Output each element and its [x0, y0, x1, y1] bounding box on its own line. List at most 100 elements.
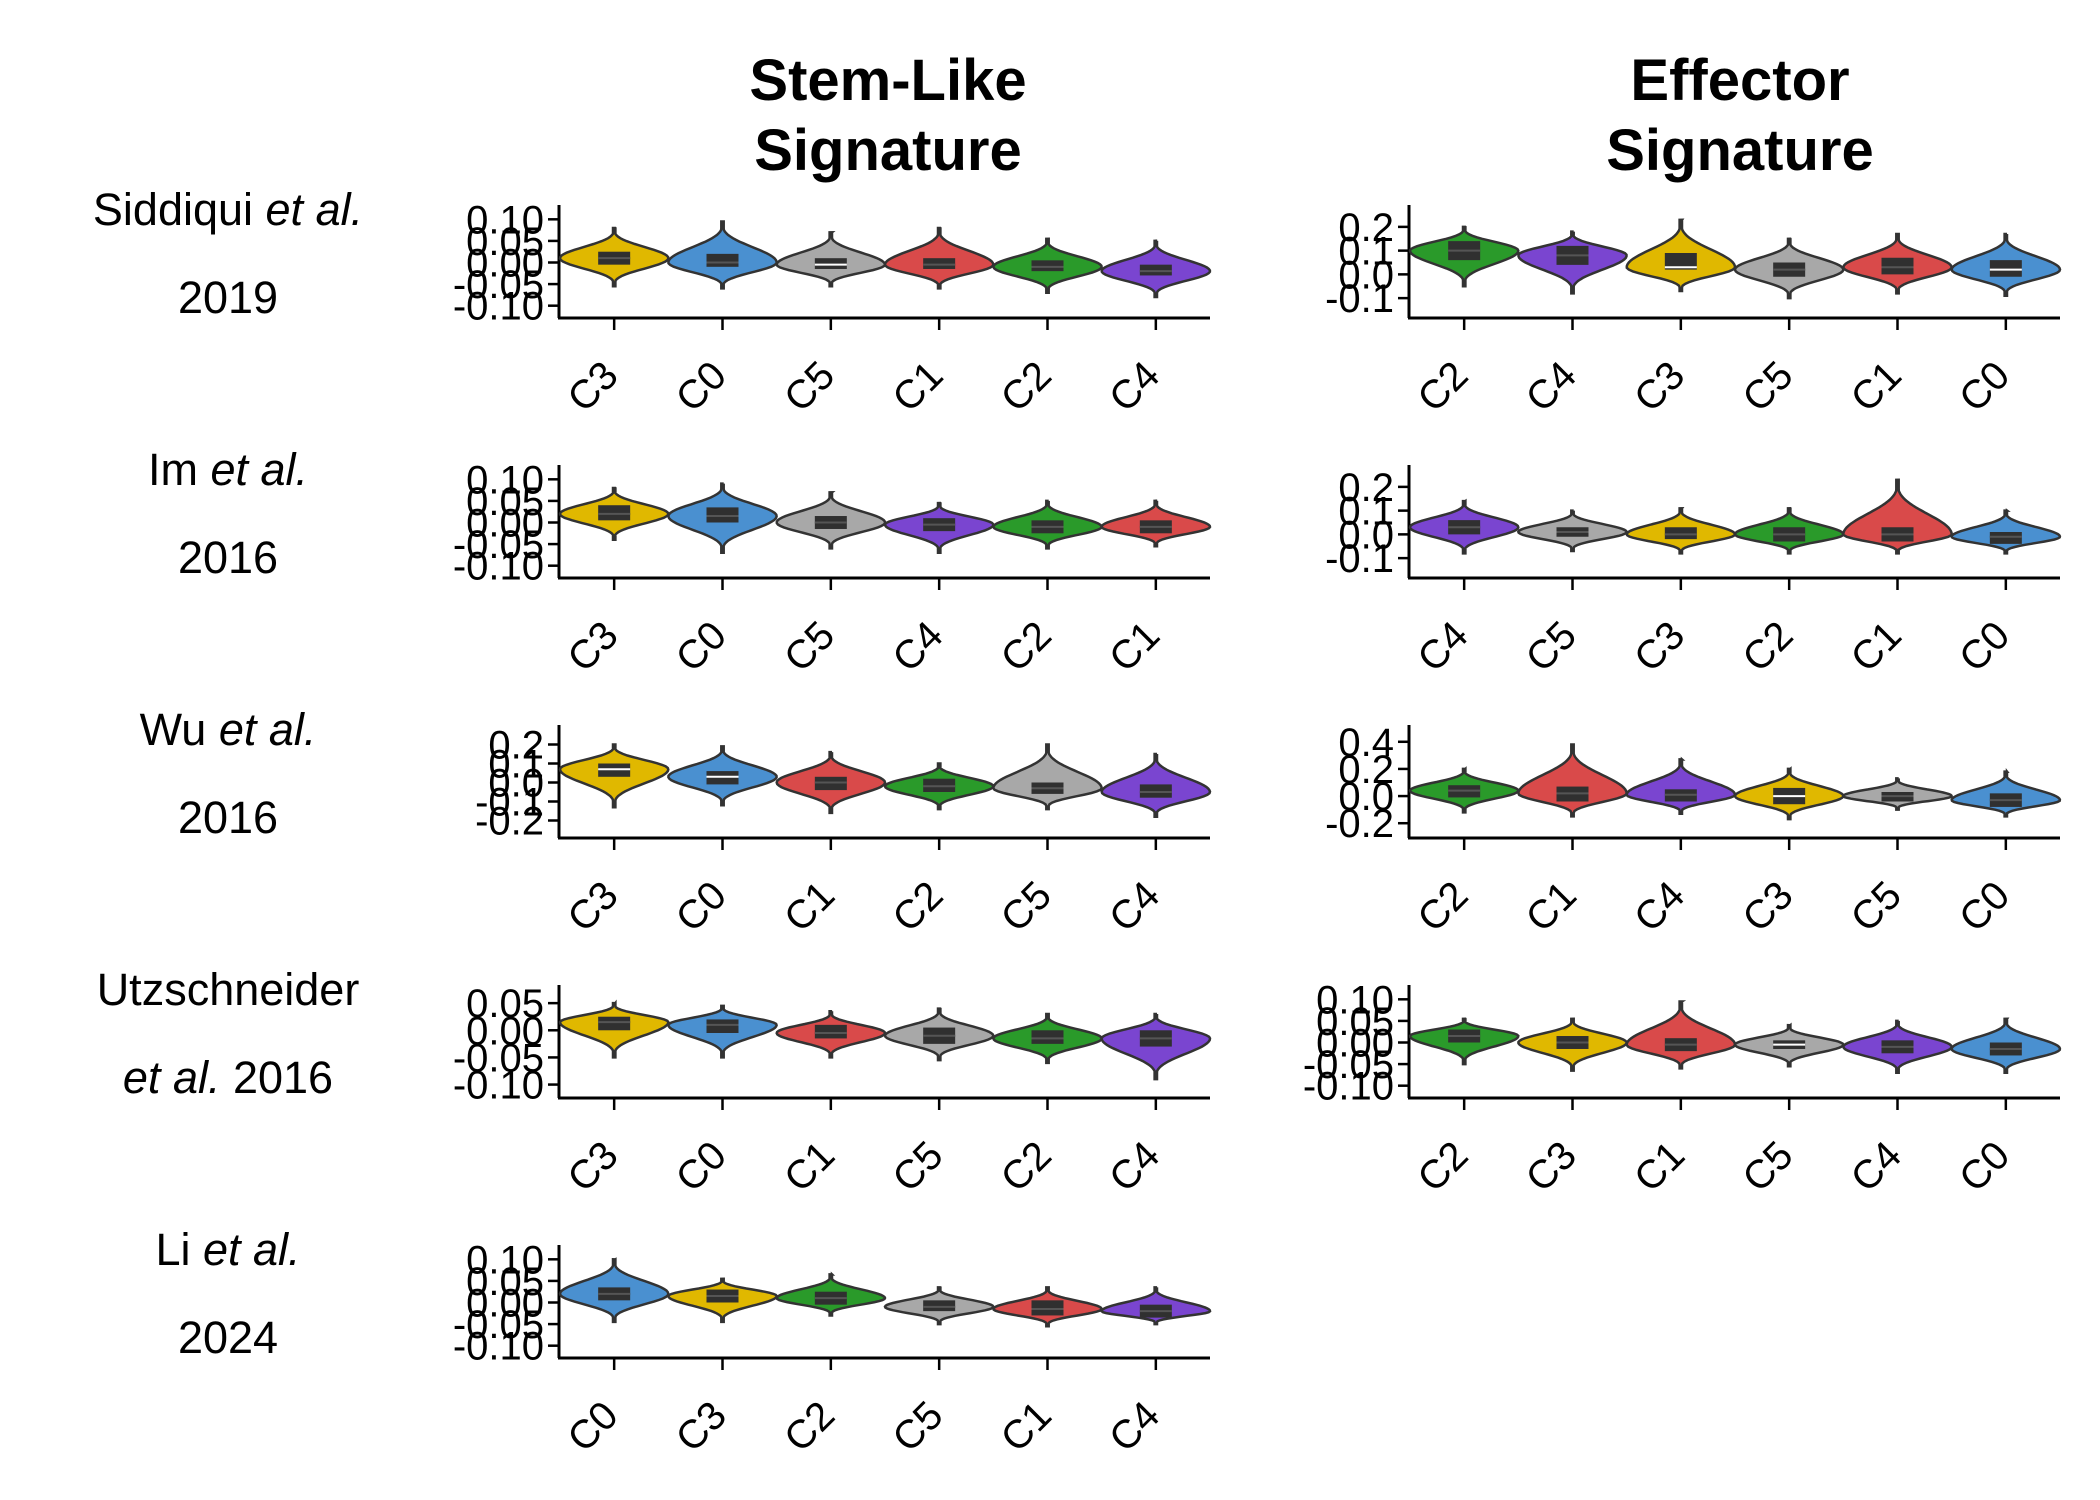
y-tick-label: 0.2 — [1338, 748, 1394, 792]
x-tick-label: C2 — [1409, 1133, 1476, 1200]
violin-panel: 0.40.20.0-0.2 C2 C1 C4 C3 C5 C0 — [1325, 721, 2062, 940]
violin-c1 — [883, 226, 995, 290]
x-tick-label: C3 — [1518, 1133, 1585, 1200]
box-c0 — [1989, 532, 2022, 544]
violin-panel: 0.20.10.0-0.1 C4 C5 C3 C2 C1 C0 — [1325, 465, 2062, 680]
x-tick-label: C3 — [559, 1133, 626, 1200]
x-tick-label: C0 — [559, 1393, 626, 1460]
x-tick-label: C0 — [1951, 353, 2018, 420]
y-tick-label: 0.00 — [466, 1282, 544, 1326]
row-label-et-al: et al. — [190, 1224, 300, 1275]
x-tick-label: C2 — [1409, 353, 1476, 420]
box-c0 — [1989, 260, 2022, 277]
y-tick-label: -0.10 — [1303, 1065, 1394, 1109]
violin-panel: 0.100.050.00-0.05-0.10 C2 C3 C1 C5 C4 C0 — [1303, 978, 2062, 1200]
column-title-stem-like-line1: Stem-Like — [749, 48, 1026, 113]
y-tick-label: -0.10 — [453, 1325, 544, 1369]
violin-panel: 0.100.050.00-0.05-0.10 C0 C3 C2 C5 C1 C4 — [453, 1238, 1212, 1460]
y-tick-label: 0.10 — [466, 458, 544, 502]
row-label-line2: et al. 2016 — [123, 1052, 333, 1103]
box-c4 — [1139, 264, 1172, 276]
row-label-year: 2024 — [178, 1312, 278, 1363]
y-tick-label: -0.1 — [475, 781, 544, 825]
x-tick-label: C5 — [1518, 613, 1585, 680]
x-tick-label: C1 — [776, 873, 843, 940]
x-tick-label: C0 — [668, 353, 735, 420]
y-tick-label: -0.05 — [1303, 1043, 1394, 1087]
column-title-effector-line1: Effector — [1630, 48, 1849, 113]
x-tick-label: C3 — [1734, 873, 1801, 940]
row-label-line1: Li et al. — [155, 1224, 300, 1275]
box-c3 — [598, 1016, 631, 1031]
y-tick-label: -0.05 — [453, 1036, 544, 1080]
y-tick-label: 0.05 — [1316, 1000, 1394, 1044]
row-label-line1: Wu et al. — [140, 704, 317, 755]
x-tick-label: C4 — [1101, 1393, 1168, 1460]
violin-c1 — [1842, 478, 1953, 555]
y-tick-label: 0.05 — [466, 220, 544, 264]
x-tick-label: C4 — [1101, 873, 1168, 940]
y-tick-label: -0.2 — [1325, 802, 1394, 846]
x-tick-label: C5 — [1843, 873, 1910, 940]
x-tick-label: C5 — [776, 613, 843, 680]
x-tick-label: C5 — [1734, 1133, 1801, 1200]
x-tick-label: C2 — [993, 613, 1060, 680]
row-label-year: 2016 — [178, 792, 278, 843]
violin-c1 — [1516, 743, 1629, 818]
y-tick-label: -0.05 — [453, 263, 544, 307]
x-tick-label: C2 — [776, 1393, 843, 1460]
row-label-author: Siddiqui — [93, 184, 253, 235]
y-tick-label: -0.1 — [1325, 277, 1394, 321]
row-label-et-al: et al. — [253, 184, 363, 235]
box-c1 — [814, 1024, 847, 1039]
violin-panel: 0.20.10.0-0.1-0.2 C3 C0 C1 C2 C5 C4 — [475, 724, 1212, 940]
x-tick-label: C1 — [1843, 353, 1910, 420]
y-tick-label: 0.00 — [466, 242, 544, 286]
x-tick-label: C3 — [668, 1393, 735, 1460]
box-c5 — [923, 1300, 956, 1312]
x-tick-label: C5 — [884, 1393, 951, 1460]
x-tick-label: C5 — [993, 873, 1060, 940]
row-label-author: Im — [148, 444, 198, 495]
x-tick-label: C1 — [1626, 1133, 1693, 1200]
row-label-year: 2016 — [178, 532, 278, 583]
row-label-line2: 2016 — [178, 792, 278, 843]
row-labels: Siddiqui et al. 2019 Im et al. 2016 Wu et al… — [93, 184, 363, 1363]
y-tick-label: 0.0 — [488, 762, 544, 806]
row-label-line1: Siddiqui et al. — [93, 184, 363, 235]
row-label-line1: Utzschneider — [97, 964, 360, 1015]
y-tick-label: -0.10 — [453, 545, 544, 589]
x-tick-label: C2 — [1409, 873, 1476, 940]
x-tick-label: C0 — [668, 613, 735, 680]
row-label-line2: 2016 — [178, 532, 278, 583]
x-tick-label: C1 — [993, 1393, 1060, 1460]
x-tick-label: C1 — [1518, 873, 1585, 940]
box-c1 — [1031, 1300, 1064, 1316]
y-tick-label: 0.10 — [1316, 978, 1394, 1022]
y-tick-label: 0.05 — [466, 480, 544, 524]
row-label-line1: Im et al. — [148, 444, 308, 495]
box-c2 — [1031, 260, 1064, 272]
y-tick-label: 0.00 — [1316, 1022, 1394, 1066]
row-label-et-al: et al. — [198, 444, 308, 495]
x-tick-label: C0 — [668, 873, 735, 940]
row-label-line2: 2019 — [178, 272, 278, 323]
violin-c4 — [1625, 756, 1737, 815]
box-c0 — [706, 253, 739, 267]
y-tick-label: 0.4 — [1338, 721, 1394, 765]
y-tick-label: 0.0 — [1338, 513, 1394, 557]
y-tick-label: 0.10 — [466, 198, 544, 242]
x-tick-label: C4 — [1101, 353, 1168, 420]
box-c0 — [706, 1019, 739, 1033]
y-tick-label: 0.2 — [1338, 466, 1394, 510]
x-tick-label: C3 — [559, 613, 626, 680]
box-c5 — [814, 258, 847, 269]
y-tick-label: -0.10 — [453, 285, 544, 329]
box-c3 — [1664, 253, 1697, 270]
row-label-author: Li — [155, 1224, 190, 1275]
y-tick-label: 0.05 — [466, 982, 544, 1026]
x-tick-label: C0 — [1951, 613, 2018, 680]
y-tick-label: 0.10 — [466, 1238, 544, 1282]
y-tick-label: 0.1 — [1338, 230, 1394, 274]
